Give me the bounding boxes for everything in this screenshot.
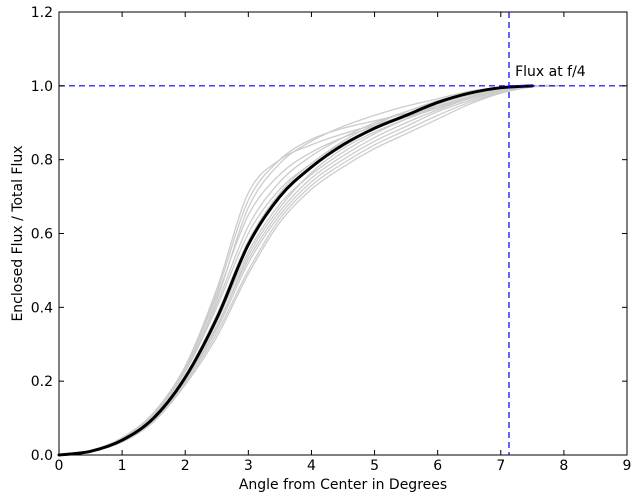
x-tick-label-8: 8 — [559, 458, 568, 474]
x-tick-label-6: 6 — [433, 458, 442, 474]
y-tick-label-0.6: 0.6 — [31, 227, 53, 243]
x-tick-label-1: 1 — [118, 458, 127, 474]
x-tick-label-2: 2 — [181, 458, 190, 474]
individual-curve-2 — [58, 85, 564, 456]
y-tick-label-0.0: 0.0 — [31, 448, 53, 464]
individual-curve-10 — [58, 85, 564, 456]
individual-curve-9 — [58, 84, 564, 456]
y-axis-label: Enclosed Flux / Total Flux — [10, 145, 26, 321]
y-tick-label-0.2: 0.2 — [31, 374, 53, 390]
individual-curves — [58, 84, 564, 456]
x-tick-label-4: 4 — [307, 458, 316, 474]
y-tick-label-0.8: 0.8 — [31, 153, 53, 169]
mean-curve — [57, 84, 534, 457]
x-tick-label-3: 3 — [244, 458, 253, 474]
x-tick-label-9: 9 — [623, 458, 631, 474]
y-tick-label-1.0: 1.0 — [31, 79, 53, 95]
annotation-flux-at-f4: Flux at f/4 — [515, 64, 586, 80]
y-tick-label-1.2: 1.2 — [31, 5, 53, 21]
y-axis-ticks: 0.0 0.2 0.4 0.6 0.8 1.0 1.2 — [31, 5, 627, 464]
x-tick-label-7: 7 — [496, 458, 505, 474]
reference-lines — [59, 12, 627, 455]
x-tick-label-5: 5 — [370, 458, 379, 474]
x-tick-label-0: 0 — [55, 458, 64, 474]
mean-curve-group — [57, 84, 534, 457]
x-axis-label: Angle from Center in Degrees — [239, 477, 447, 492]
y-tick-label-0.4: 0.4 — [31, 300, 53, 316]
x-axis-ticks: 0 1 2 3 4 5 6 7 8 9 — [55, 12, 631, 474]
